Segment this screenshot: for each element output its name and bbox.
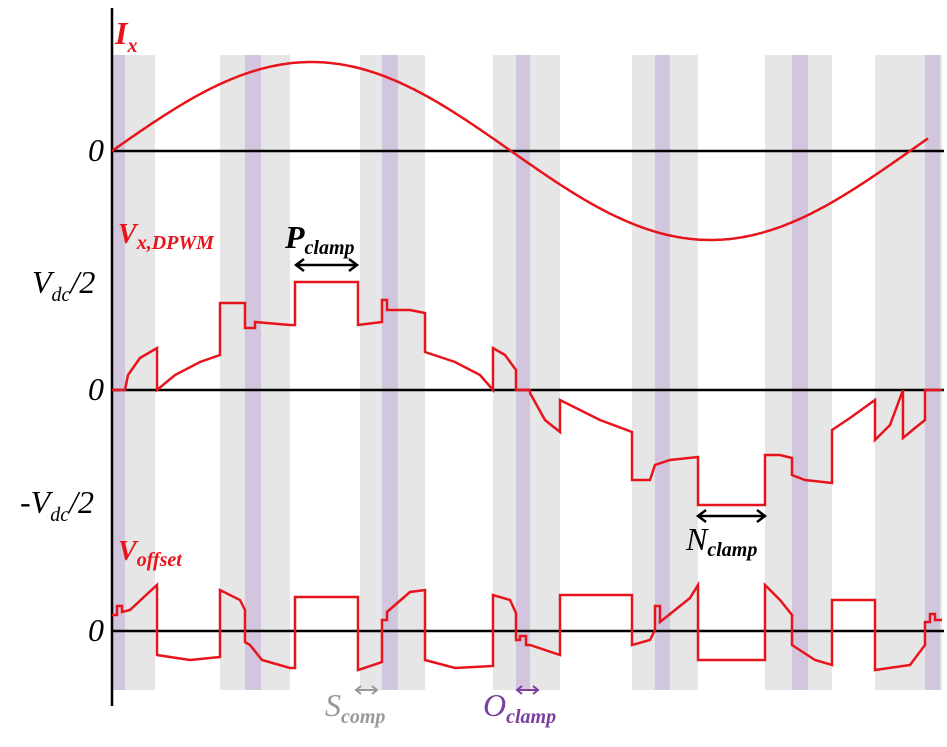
- label-sub: offset: [137, 549, 184, 571]
- o-clamp-label: Oclamp: [483, 687, 556, 728]
- negative-level-label: -Vdc/2: [20, 484, 94, 526]
- purple-band: [655, 55, 670, 690]
- p-clamp-label: Pclamp: [284, 219, 355, 259]
- label-sub: clamp: [506, 706, 556, 728]
- purple-band: [112, 55, 125, 690]
- current-label: Ix: [114, 15, 137, 57]
- axes: [110, 8, 944, 706]
- positive-level-label: Vdc/2: [32, 264, 95, 306]
- n-clamp-label: Nclamp: [685, 521, 757, 561]
- purple-band: [382, 55, 398, 690]
- purple-band: [516, 55, 530, 690]
- label-main: V: [31, 484, 54, 520]
- p-clamp-arrow: [293, 258, 360, 272]
- label-sub: x,DPWM: [136, 232, 215, 254]
- arrows: [293, 258, 768, 695]
- zero-label: 0: [88, 371, 104, 407]
- label-sub: dc: [50, 504, 69, 526]
- label-main: S: [325, 687, 341, 723]
- label-suffix: /2: [68, 264, 95, 300]
- current-wave: [111, 60, 929, 242]
- zero-label: 0: [88, 132, 104, 168]
- label-main: N: [685, 521, 709, 557]
- label-main: I: [114, 15, 129, 51]
- offset-wave: [112, 580, 942, 672]
- label-main: P: [284, 219, 305, 255]
- voltage-wave: [112, 280, 942, 507]
- s-comp-label: Scomp: [325, 687, 385, 728]
- n-clamp-arrow: [695, 509, 768, 523]
- purple-band: [245, 55, 261, 690]
- voltage-label: Vx,DPWM: [118, 219, 215, 254]
- label-main: V: [32, 264, 55, 300]
- label-suffix: /2: [67, 484, 94, 520]
- label-sub: clamp: [707, 539, 757, 561]
- zero-label: 0: [88, 612, 104, 648]
- s-comp-arrow: [354, 685, 379, 695]
- label-sub: dc: [52, 284, 71, 306]
- purple-band: [925, 55, 940, 690]
- label-main: V: [118, 219, 139, 250]
- label-main: V: [118, 536, 139, 567]
- label-prefix: -: [20, 484, 31, 520]
- label-sub: clamp: [305, 237, 355, 259]
- o-clamp-arrow: [515, 685, 540, 695]
- label-sub: comp: [341, 706, 385, 728]
- label-sub: x: [126, 35, 137, 57]
- offset-label: Voffset: [118, 536, 183, 571]
- purple-band: [792, 55, 808, 690]
- label-main: O: [483, 687, 506, 723]
